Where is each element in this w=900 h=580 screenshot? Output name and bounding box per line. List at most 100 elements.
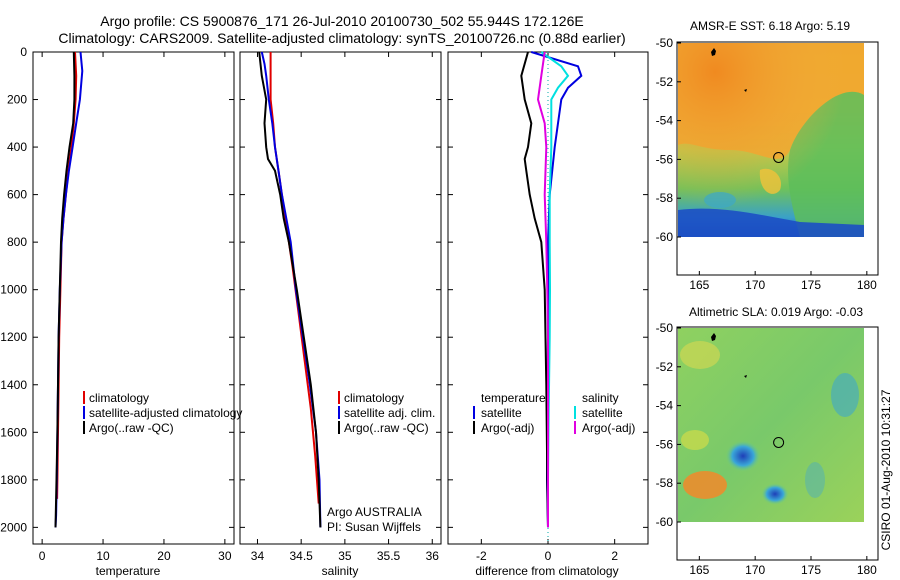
map-y-tick-label: -50 — [656, 36, 674, 50]
map-x-tick-label: 170 — [745, 563, 765, 577]
x-tick-label: 20 — [157, 549, 171, 563]
sla-islands — [711, 333, 747, 378]
map-y-tick-label: -56 — [656, 437, 674, 451]
x-tick-label: 0 — [545, 549, 552, 563]
x-tick-label: 30 — [218, 549, 232, 563]
y-tick-label: 200 — [7, 93, 27, 107]
sla-map-ticks: 165 170 175 180 -50 -52 -54 -56 -58 -60 — [656, 321, 878, 577]
salinity-ticks: 34 34.5 35 35.5 36 — [240, 51, 441, 563]
sla-yellow-patch — [681, 430, 709, 450]
legend-sal-argo: Argo(-adj) — [582, 421, 635, 435]
legend-temp-satellite: satellite — [481, 406, 522, 420]
x-tick-label: 35 — [338, 549, 352, 563]
map-y-tick-label: -60 — [656, 515, 674, 529]
map-y-tick-label: -52 — [656, 360, 674, 374]
sla-map: Altimetric SLA: 0.019 Argo: -0.03 165 170… — [656, 305, 879, 577]
legend-salinity-header: salinity — [582, 391, 619, 405]
legend-satellite: satellite-adjusted climatology — [89, 406, 242, 420]
difference-profiles — [520, 51, 583, 528]
sla-blue-patch-2 — [805, 462, 825, 498]
sst-cold-region — [678, 208, 864, 237]
temperature-xlabel: temperature — [96, 564, 161, 578]
sst-argo-location-marker — [773, 151, 785, 163]
sst-warm-eddy — [759, 168, 781, 194]
legend-argo: Argo(..raw -QC) — [344, 421, 429, 435]
y-tick-label: 1400 — [0, 378, 27, 392]
map-y-tick-label: -54 — [656, 114, 674, 128]
temperature-panel: 0 10 20 30 0 200 400 600 800 1000 1200 1400 1600 1800… — [0, 45, 242, 578]
x-tick-label: 0 — [39, 549, 46, 563]
map-y-tick-label: -56 — [656, 152, 674, 166]
salinity-profiles — [258, 51, 322, 528]
salinity-xlabel: salinity — [322, 564, 359, 578]
difference-legend: temperature satellite Argo(-adj) salinit… — [473, 391, 635, 435]
difference-panel: -2 0 2 difference from climatology tempera… — [447, 51, 649, 578]
y-tick-label: 400 — [7, 140, 27, 154]
difference-xlabel: difference from climatology — [475, 564, 618, 578]
y-tick-label: 0 — [20, 45, 27, 59]
sla-warm-eddy — [683, 471, 727, 499]
temperature-axes-box — [32, 51, 235, 545]
sst-map-ticks: 165 170 175 180 -50 -52 -54 -56 -58 -60 — [656, 36, 878, 292]
y-tick-label: 1800 — [0, 473, 27, 487]
legend-satellite: satellite adj. clim. — [344, 406, 435, 420]
salinity-legend: climatology satellite adj. clim. Argo(..… — [338, 391, 435, 435]
main-title: Argo profile: CS 5900876_171 26-Jul-2010… — [100, 13, 583, 29]
temperature-ticks: 0 10 20 30 0 200 400 600 800 1000 1200 1400 1600 1800… — [0, 45, 234, 563]
legend-temperature-header: temperature — [481, 391, 546, 405]
temperature-profiles — [54, 51, 84, 528]
series-line-temperature-satellite — [531, 51, 583, 528]
legend-climatology: climatology — [89, 391, 149, 405]
map-y-tick-label: -52 — [656, 75, 674, 89]
sst-islands — [711, 48, 747, 92]
sla-argo-location-marker — [773, 436, 785, 448]
salinity-axes-box — [239, 51, 442, 545]
map-x-tick-label: 170 — [745, 278, 765, 292]
map-y-tick-label: -58 — [656, 191, 674, 205]
sla-blue-patch — [831, 373, 859, 417]
series-line-argo-raw-qc — [54, 51, 76, 528]
credit-label: CSIRO 01-Aug-2010 10:31:27 — [879, 389, 893, 550]
y-tick-label: 2000 — [0, 520, 27, 534]
map-y-tick-label: -58 — [656, 476, 674, 490]
y-tick-label: 1000 — [0, 283, 27, 297]
x-tick-label: 2 — [611, 549, 618, 563]
map-x-tick-label: 165 — [689, 563, 709, 577]
y-tick-label: 1200 — [0, 330, 27, 344]
argo-agency: Argo AUSTRALIA — [327, 505, 422, 519]
y-tick-label: 600 — [7, 188, 27, 202]
x-tick-label: 35.5 — [377, 549, 401, 563]
sla-yellow-patch-2 — [680, 341, 720, 369]
sla-cold-eddy-2 — [761, 483, 789, 505]
sst-warm-highlight — [678, 43, 864, 237]
map-y-tick-label: -60 — [656, 230, 674, 244]
sst-field — [678, 43, 864, 237]
sst-map: AMSR-E SST: 6.18 Argo: 5.19 165 170 175 180… — [656, 19, 879, 292]
legend-climatology: climatology — [344, 391, 404, 405]
x-tick-label: 36 — [426, 549, 440, 563]
map-x-tick-label: 180 — [857, 278, 877, 292]
difference-ticks: -2 0 2 — [448, 51, 648, 563]
map-x-tick-label: 175 — [801, 278, 821, 292]
legend-temp-argo: Argo(-adj) — [481, 421, 534, 435]
x-tick-label: 34 — [251, 549, 265, 563]
temperature-legend: climatology satellite-adjusted climatolo… — [83, 391, 242, 435]
map-y-tick-label: -50 — [656, 321, 674, 335]
sla-map-title: Altimetric SLA: 0.019 Argo: -0.03 — [689, 305, 863, 319]
series-line-salinity-argo-adj — [536, 51, 549, 528]
series-line-temperature-argo-adj — [520, 51, 549, 528]
series-line-satellite-adj-clim — [260, 51, 322, 528]
series-line-argo-raw-qc — [258, 51, 322, 528]
map-x-tick-label: 175 — [801, 563, 821, 577]
x-tick-label: 34.5 — [289, 549, 313, 563]
sst-cool-patch — [704, 192, 736, 208]
salinity-panel: 34 34.5 35 35.5 36 salinity climatology sate… — [239, 51, 442, 578]
sst-map-title: AMSR-E SST: 6.18 Argo: 5.19 — [690, 19, 850, 33]
legend-sal-satellite: satellite — [582, 406, 623, 420]
legend-argo: Argo(..raw -QC) — [89, 421, 174, 435]
map-y-tick-label: -54 — [656, 399, 674, 413]
x-tick-label: -2 — [476, 549, 487, 563]
map-x-tick-label: 165 — [689, 278, 709, 292]
